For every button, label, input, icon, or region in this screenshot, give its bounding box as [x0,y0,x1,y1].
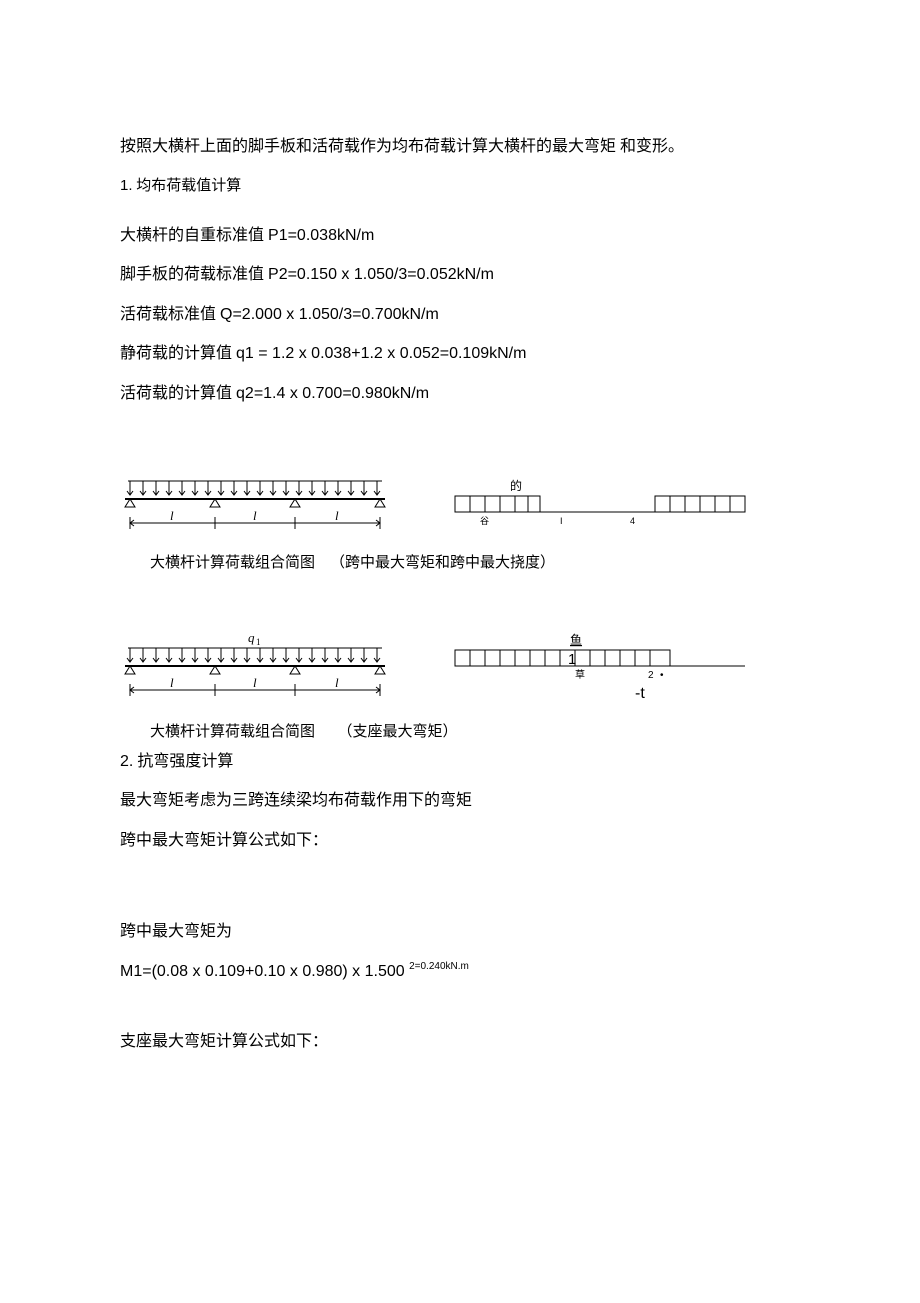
section-1-label: 均布荷载值计算 [136,178,241,194]
span-label-2a: l [170,675,174,690]
p1-label: 大横杆的自重标准值 [120,227,268,244]
q1-line: 静荷载的计算值 q1 = 1.2 x 0.038+1.2 x 0.052=0.1… [120,341,800,367]
right2-lbl-e: • [660,670,664,681]
diagram2-caption: 大横杆计算荷载组合简图 （支座最大弯矩） [150,720,800,741]
q2-value: q2=1.4 x 0.700=0.980kN/m [236,385,429,402]
right2-lbl-c: 草 [575,669,585,681]
section-2-num: 2. [120,753,133,770]
q2-label: 活荷载的计算值 [120,385,236,402]
q1-label: 静荷载的计算值 [120,345,236,362]
p1-value: P1=0.038kN/m [268,227,374,244]
section-2-label: 抗弯强度计算 [137,753,233,770]
p2-label: 脚手板的荷载标准值 [120,266,268,283]
right2-lbl-b: 1 [568,651,576,668]
diagram2-caption-sub: （支座最大弯矩） [338,724,458,740]
right1-lbl-c: 4 [630,516,635,526]
right1-lbl-a: 谷 [480,516,489,526]
beam-diagram-1: l l l [120,473,390,543]
q1-value: q1 = 1.2 x 0.038+1.2 x 0.052=0.109kN/m [236,345,526,362]
q-value: Q=2.000 x 1.050/3=0.700kN/m [220,306,439,323]
span-label-2c: l [335,675,339,690]
diagram-row-2: q 1 [120,632,800,712]
beam-diagram-2: q 1 [120,632,390,712]
section-1-title: 1. 均布荷载值计算 [120,174,800,195]
right2-lbl-f: -t [635,685,645,702]
p1-line: 大横杆的自重标准值 P1=0.038kN/m [120,223,800,249]
span-label-1c: l [335,508,339,523]
section-2-title: 2. 抗弯强度计算 [120,749,800,775]
right2-top-label: 鱼 [570,633,582,647]
right1-lbl-b: I [560,516,563,526]
span-label-2b: l [253,675,257,690]
intro-paragraph: 按照大横杆上面的脚手板和活荷载作为均布荷载计算大横杆的最大弯矩 和变形。 [120,134,800,160]
diagram1-caption-sub: （跨中最大弯矩和跨中最大挠度） [330,555,555,571]
section-1-num: 1. [120,177,133,194]
strength-line-2: 跨中最大弯矩计算公式如下： [120,828,800,854]
diagram-row-1: l l l 的 谷 I 4 [120,473,800,543]
right2-lbl-d: 2 [648,670,654,681]
p2-value: P2=0.150 x 1.050/3=0.052kN/m [268,266,494,283]
p2-line: 脚手板的荷载标准值 P2=0.150 x 1.050/3=0.052kN/m [120,262,800,288]
right1-top-label: 的 [510,478,522,493]
diagram1-caption: 大横杆计算荷载组合简图 （跨中最大弯矩和跨中最大挠度） [150,551,800,572]
strength-line-4: 支座最大弯矩计算公式如下： [120,1029,800,1055]
q-label-2: q [248,632,255,645]
diagram1-caption-main: 大横杆计算荷载组合简图 [150,555,315,571]
span-label-1a: l [170,508,174,523]
q2-line: 活荷载的计算值 q2=1.4 x 0.700=0.980kN/m [120,381,800,407]
q-line: 活荷载标准值 Q=2.000 x 1.050/3=0.700kN/m [120,302,800,328]
diagram2-caption-main: 大横杆计算荷载组合简图 [150,724,315,740]
span-label-1b: l [253,508,257,523]
m1-a: M1=(0.08 x 0.109+0.10 x 0.980) x 1.500 [120,963,409,980]
strength-line-3: 跨中最大弯矩为 [120,919,800,945]
q-label: 活荷载标准值 [120,306,220,323]
right-diagram-2: 鱼 1 草 2 • -t [450,632,750,712]
m1-b: 2=0.240kN.m [409,961,469,972]
m1-line: M1=(0.08 x 0.109+0.10 x 0.980) x 1.500 2… [120,959,800,985]
strength-line-1: 最大弯矩考虑为三跨连续梁均布荷载作用下的弯矩 [120,788,800,814]
right-diagram-1: 的 谷 I 4 [450,478,750,538]
q-sub-2: 1 [256,637,261,647]
